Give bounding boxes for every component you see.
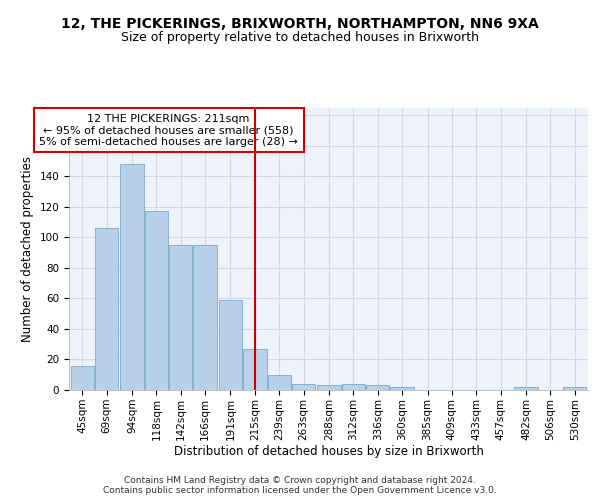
Bar [71,366,94,390]
Bar [292,384,315,390]
Text: Contains HM Land Registry data © Crown copyright and database right 2024.
Contai: Contains HM Land Registry data © Crown c… [103,476,497,495]
Bar [317,386,341,390]
Y-axis label: Number of detached properties: Number of detached properties [21,156,34,342]
Bar [342,384,365,390]
Bar [169,245,193,390]
Bar [243,349,266,390]
Text: 12, THE PICKERINGS, BRIXWORTH, NORTHAMPTON, NN6 9XA: 12, THE PICKERINGS, BRIXWORTH, NORTHAMPT… [61,18,539,32]
Bar [366,386,389,390]
Text: Size of property relative to detached houses in Brixworth: Size of property relative to detached ho… [121,31,479,44]
X-axis label: Distribution of detached houses by size in Brixworth: Distribution of detached houses by size … [173,446,484,458]
Bar [514,387,538,390]
Bar [95,228,118,390]
Bar [391,387,414,390]
Bar [268,374,291,390]
Bar [145,212,168,390]
Bar [120,164,143,390]
Bar [193,245,217,390]
Bar [219,300,242,390]
Text: 12 THE PICKERINGS: 211sqm
← 95% of detached houses are smaller (558)
5% of semi-: 12 THE PICKERINGS: 211sqm ← 95% of detac… [39,114,298,147]
Bar [563,387,586,390]
